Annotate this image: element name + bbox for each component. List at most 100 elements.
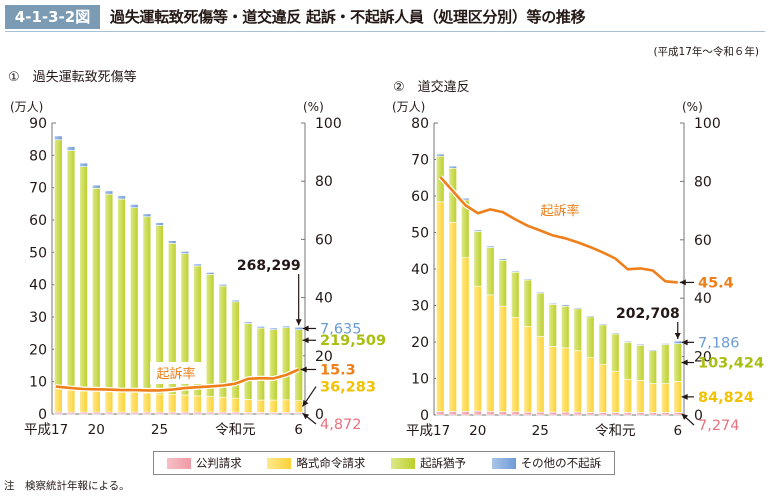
bar-segment-other [218, 284, 227, 287]
bar-segment-trial [636, 412, 645, 416]
bar-segment-trial [561, 411, 570, 416]
bar-segment-other [623, 340, 632, 343]
bar-segment-suspension [623, 342, 632, 380]
chart-1-bar-H19 [79, 162, 88, 415]
chart-2-other-label: 7,186 [698, 335, 740, 351]
chart-2-bar-R3 [636, 343, 645, 416]
chart-1-y2-tick-label: 20 [315, 349, 333, 365]
bar-segment-suspension [281, 327, 291, 401]
bar-segment-other [294, 326, 303, 331]
bar-segment-summary [205, 396, 215, 413]
bar-segment-summary [636, 380, 645, 413]
bar-segment-summary [142, 392, 152, 413]
bar-segment-suspension [104, 193, 114, 391]
bar-segment-other [523, 278, 532, 281]
chart-1-total-label: 268,299 [237, 258, 301, 274]
bar-segment-summary [461, 257, 470, 412]
chart-2-y2-tick-label: 80 [694, 174, 712, 190]
bar-segment-summary [92, 389, 101, 413]
legend-label-suspension: 起訴猶予 [420, 456, 467, 470]
bar-segment-summary [294, 400, 303, 413]
bar-segment-other [142, 213, 152, 218]
chart-2-rate-value-label: 45.4 [698, 275, 734, 291]
chart-1-summary-label: 36,283 [320, 380, 376, 396]
bar-segment-trial [511, 411, 520, 416]
bar-segment-other [193, 263, 202, 267]
chart-2-rate-label: 起訴率 [540, 203, 579, 219]
chart-2-bar-H28 [573, 307, 582, 416]
bar-segment-summary [561, 347, 570, 413]
chart-2-summary-label: 84,824 [698, 390, 754, 406]
bar-segment-suspension [205, 274, 215, 397]
bar-segment-summary [281, 399, 291, 413]
bar-segment-summary [623, 378, 632, 413]
chart-2-trial-label: 7,274 [698, 418, 740, 434]
bar-segment-other [104, 190, 114, 195]
chart-2-y-tick-label: 30 [411, 299, 429, 315]
chart-2-y2-tick-label: 100 [694, 116, 721, 132]
bar-segment-other [511, 270, 520, 273]
chart-2-suspension-label: 103,424 [698, 356, 764, 372]
bar-segment-other [661, 343, 670, 345]
chart-1-y2-tick-label: 100 [315, 116, 342, 132]
chart-2-bar-H29 [586, 315, 595, 416]
chart-1-bar-R6 [294, 326, 303, 415]
bar-segment-other [92, 184, 101, 189]
chart-1-bar-R2 [243, 321, 253, 415]
bar-segment-suspension [548, 304, 557, 347]
bar-segment-other [498, 258, 507, 261]
bar-segment-suspension [473, 231, 482, 287]
chart-1-bar-H26 [167, 240, 177, 415]
bar-segment-suspension [117, 198, 126, 392]
chart-2-y-tick-label: 20 [411, 335, 429, 351]
chart-1-y-tick-label: 60 [29, 213, 47, 229]
bar-segment-other [256, 326, 265, 329]
chart-1-y-axis-label: (万人) [10, 100, 43, 114]
chart-1-y-tick-label: 80 [29, 148, 47, 164]
chart-1-bar-H29 [205, 272, 215, 415]
bar-segment-other [448, 165, 457, 169]
legend-label-other: その他の不起訴 [520, 456, 602, 470]
header-divider [5, 31, 765, 32]
bar-segment-summary [611, 370, 620, 413]
legend-item-suspension: 起訴猶予 [391, 455, 466, 471]
bar-segment-trial [523, 411, 532, 416]
bar-segment-other [436, 153, 445, 157]
bar-segment-trial [648, 412, 657, 416]
legend-item-summary: 略式命令請求 [267, 455, 365, 471]
chart-1-bar-H30 [218, 284, 227, 415]
bar-segment-other [155, 222, 164, 226]
bar-segment-suspension [636, 344, 645, 381]
bar-segment-suspension [673, 343, 682, 382]
bar-segment-trial [473, 410, 482, 416]
chart-1-bar-H25 [155, 222, 164, 415]
chart-2-y2-tick-label: 60 [694, 233, 712, 249]
bar-segment-summary [180, 394, 190, 413]
bar-segment-summary [673, 381, 682, 413]
chart-2-y-tick-label: 10 [411, 372, 429, 388]
chart-2-y-tick-label: 70 [411, 153, 429, 169]
bar-segment-summary [256, 399, 265, 413]
legend-label-summary: 略式命令請求 [296, 456, 366, 470]
bar-segment-other [611, 332, 620, 335]
chart-2-bar-H23 [511, 270, 520, 416]
chart-1: (万人) (%) 0 10 20 30 40 50 60 70 80 90 0 20 40 60 80 100 平成… [10, 100, 386, 438]
bar-segment-suspension [573, 308, 582, 352]
chart-2-suspension-arrow-head [681, 359, 688, 366]
chart-1-y-tick-label: 40 [29, 278, 47, 294]
legend: 公判請求 略式命令請求 起訴猶予 その他の不起訴 [153, 451, 615, 475]
bar-segment-trial [623, 412, 632, 416]
legend-item-trial: 公判請求 [166, 455, 242, 471]
bar-segment-other [66, 146, 76, 151]
chart-2-y-tick-label: 60 [411, 189, 429, 205]
bar-segment-suspension [486, 247, 495, 296]
chart-2-bar-R4 [648, 349, 657, 416]
bar-segment-suspension [536, 292, 545, 337]
bar-segment-other [54, 135, 63, 141]
chart-1-y2-axis-label: (%) [303, 100, 324, 114]
bar-segment-other [281, 325, 291, 328]
bar-segment-summary [130, 391, 139, 413]
chart-1-y-tick-label: 10 [29, 375, 47, 391]
chart-2-x-tick-label: 令和元 [595, 423, 636, 439]
chart-1-rate-label: 起訴率 [156, 366, 195, 382]
